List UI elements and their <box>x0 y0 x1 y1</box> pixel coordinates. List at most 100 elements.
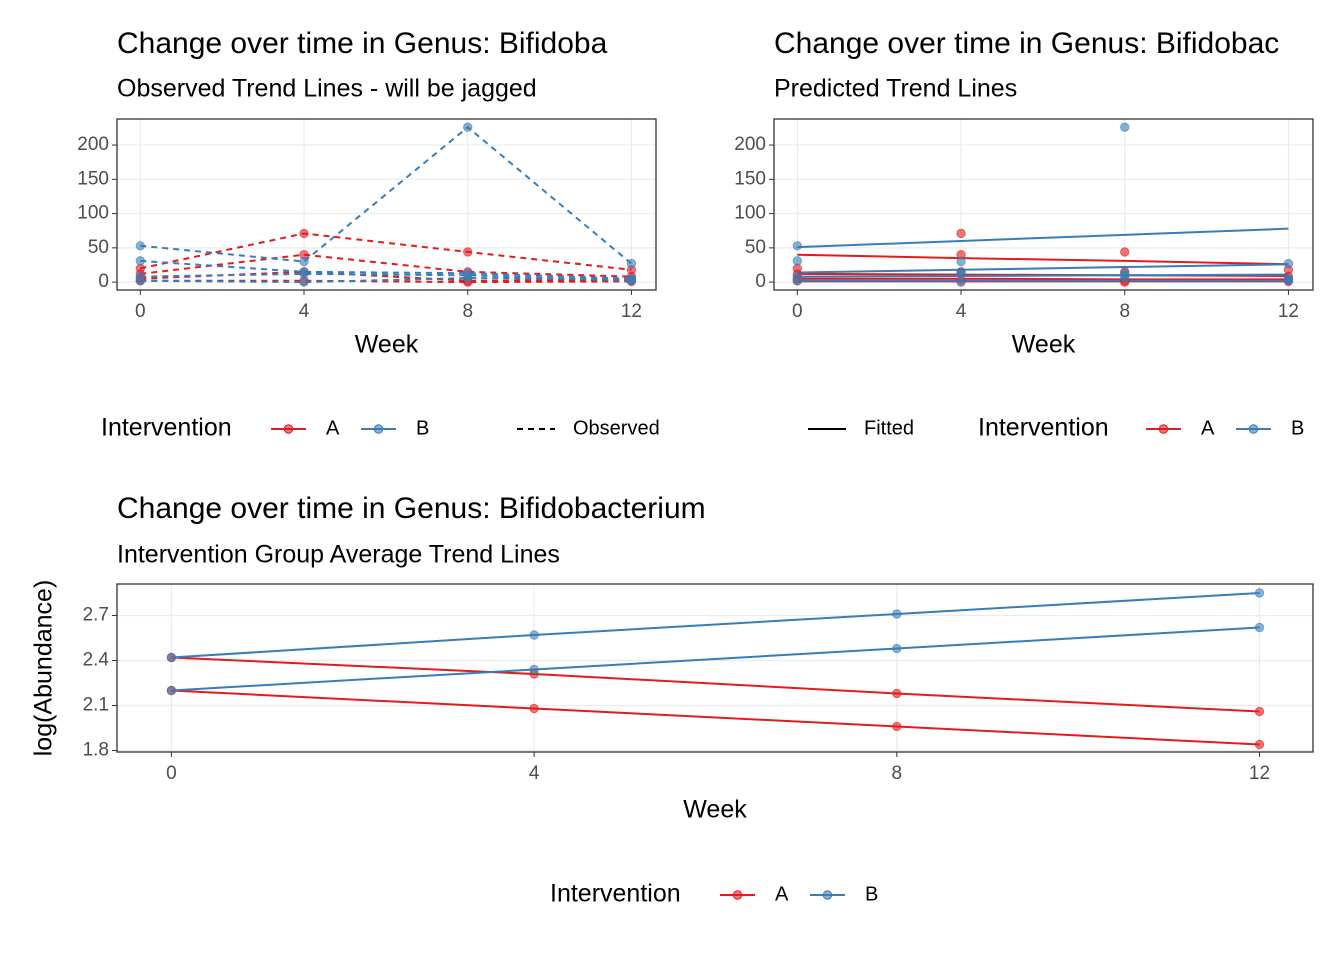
chart-subtitle: Observed Trend Lines - will be jagged <box>117 75 537 103</box>
y-tick-label: 200 <box>734 134 766 155</box>
data-point <box>956 269 966 279</box>
x-axis-title: Week <box>683 796 747 824</box>
data-point <box>1120 273 1130 283</box>
legend-label: Observed <box>573 417 660 439</box>
plot-border <box>116 583 1314 753</box>
data-point <box>166 652 177 663</box>
legend-title: Intervention <box>978 414 1109 442</box>
data-point <box>463 247 473 257</box>
y-tick-label: 50 <box>745 237 766 258</box>
fitted-line <box>797 277 1289 281</box>
trend-line <box>140 259 632 280</box>
data-point <box>956 256 966 267</box>
legend-label: B <box>416 417 429 439</box>
legend-key-dot <box>1248 424 1259 434</box>
data-point <box>299 269 309 279</box>
y-tick-label: 100 <box>734 203 766 224</box>
legend-key-dot <box>822 890 833 900</box>
data-point <box>1120 247 1130 257</box>
x-tick-label: 4 <box>529 763 540 784</box>
plot-background <box>117 119 656 290</box>
trend-line <box>171 689 1260 746</box>
chart-title: Change over time in Genus: Bifidoba <box>117 27 608 60</box>
legend-key-dot <box>732 890 743 900</box>
data-point <box>1120 122 1130 132</box>
chart-subtitle: Predicted Trend Lines <box>774 75 1017 103</box>
plot-border <box>773 118 1314 291</box>
legend-title: Intervention <box>550 880 681 908</box>
data-point <box>529 630 539 640</box>
data-point <box>892 721 902 732</box>
data-point <box>529 664 539 675</box>
chart-title: Change over time in Genus: Bifidobac <box>774 27 1279 60</box>
x-axis-title: Week <box>355 331 419 359</box>
y-tick-label: 150 <box>77 168 109 189</box>
y-tick-label: 2.7 <box>83 605 109 626</box>
x-tick-label: 0 <box>166 763 177 784</box>
fitted-line <box>797 263 1289 274</box>
y-tick-label: 2.4 <box>83 650 110 671</box>
legend-title: Intervention <box>101 414 232 442</box>
data-point <box>299 256 309 267</box>
data-point <box>299 277 309 287</box>
y-axis-title: log(Abundance) <box>30 580 58 757</box>
y-tick-label: 200 <box>77 134 109 155</box>
data-point <box>1283 258 1294 269</box>
data-point <box>1254 739 1265 750</box>
trend-line <box>171 626 1260 692</box>
data-point <box>135 276 146 286</box>
data-point <box>956 277 966 287</box>
data-point <box>1283 274 1294 285</box>
x-tick-label: 8 <box>892 763 903 784</box>
data-point <box>792 241 803 251</box>
fitted-line <box>797 273 1289 278</box>
plot-background <box>117 584 1313 752</box>
fitted-line <box>797 253 1289 266</box>
data-point <box>626 258 637 269</box>
y-tick-label: 0 <box>755 271 766 292</box>
y-tick-label: 100 <box>77 203 109 224</box>
y-tick-label: 50 <box>88 237 109 258</box>
legend-label: A <box>326 417 340 439</box>
x-tick-label: 12 <box>621 301 642 322</box>
legend-label: B <box>865 883 878 905</box>
plot-border <box>116 118 657 291</box>
x-tick-label: 12 <box>1249 763 1270 784</box>
x-tick-label: 0 <box>135 301 146 322</box>
trend-line <box>171 656 1260 713</box>
data-point <box>463 273 473 283</box>
data-point <box>135 241 146 251</box>
legend-label: A <box>775 883 789 905</box>
plot-background <box>774 119 1313 290</box>
chart-title: Change over time in Genus: Bifidobacteri… <box>117 492 706 525</box>
legend-key-dot <box>1158 424 1169 434</box>
data-point <box>166 685 177 696</box>
x-tick-label: 4 <box>299 301 310 322</box>
data-point <box>892 609 902 619</box>
data-point <box>1254 622 1265 633</box>
data-point <box>892 688 902 699</box>
y-tick-label: 150 <box>734 168 766 189</box>
fitted-line <box>797 227 1289 249</box>
data-point <box>463 122 473 132</box>
data-point <box>135 256 146 266</box>
legend-label: A <box>1201 417 1215 439</box>
y-tick-label: 1.8 <box>83 740 109 761</box>
data-point <box>529 703 539 714</box>
legend-label: Fitted <box>864 417 914 439</box>
legend-key-dot <box>373 424 384 434</box>
chart-subtitle: Intervention Group Average Trend Lines <box>117 541 560 569</box>
x-axis-title: Week <box>1012 331 1076 359</box>
trend-line <box>171 592 1260 659</box>
data-point <box>1254 706 1265 717</box>
y-tick-label: 2.1 <box>83 695 109 716</box>
trend-line <box>140 253 632 278</box>
x-tick-label: 12 <box>1278 301 1299 322</box>
data-point <box>792 276 803 286</box>
x-tick-label: 8 <box>462 301 473 322</box>
y-tick-label: 0 <box>98 271 109 292</box>
data-point <box>1254 588 1265 598</box>
legend-key-dot <box>283 424 294 434</box>
x-tick-label: 8 <box>1119 301 1130 322</box>
